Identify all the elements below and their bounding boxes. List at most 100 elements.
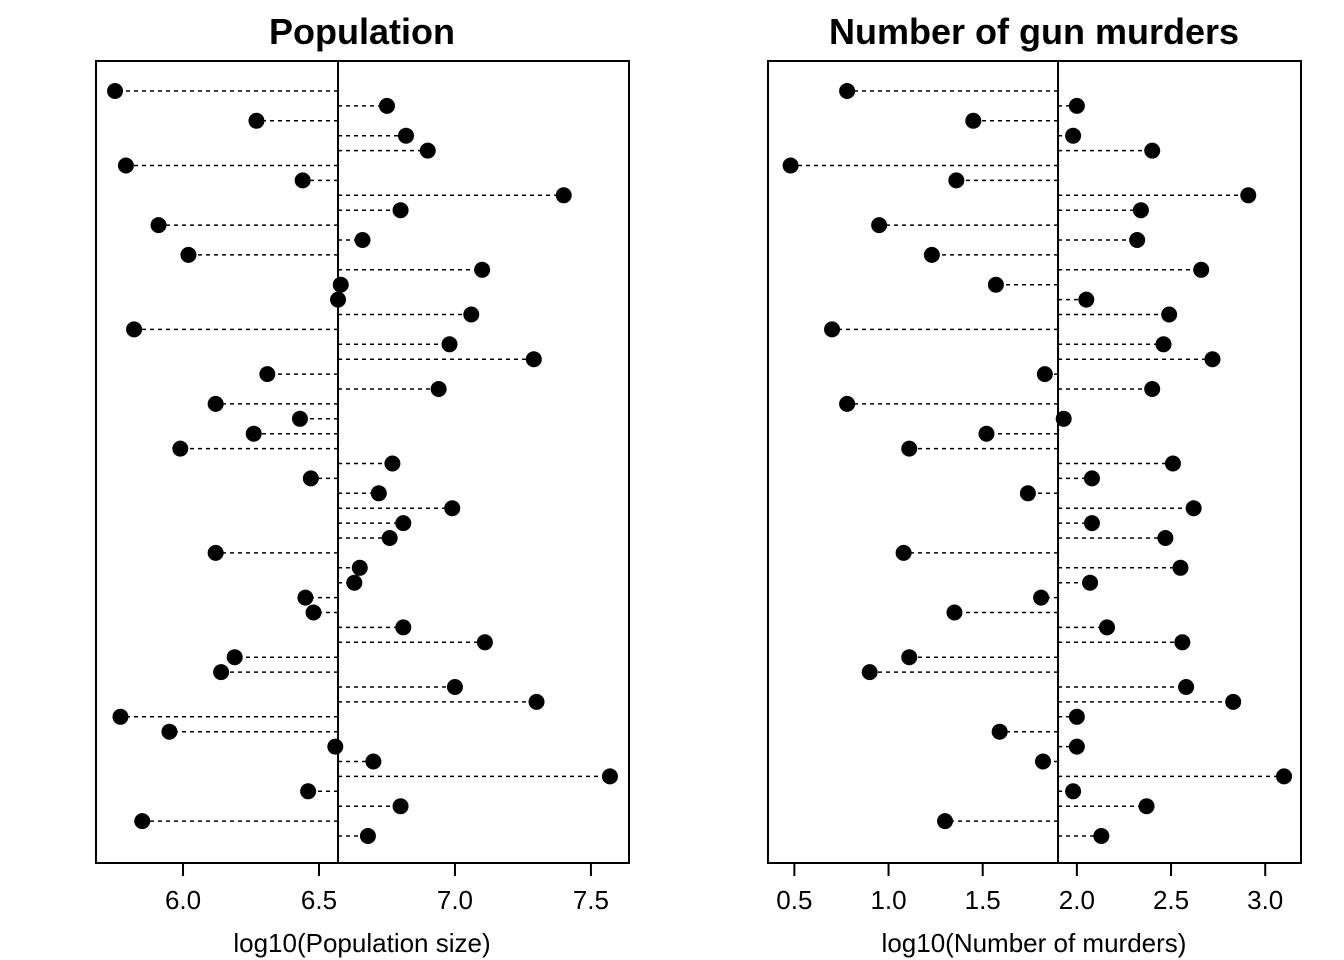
- gun-murders-point: [991, 723, 1008, 740]
- population-point: [180, 246, 197, 263]
- population-point: [161, 723, 178, 740]
- gun-murders-point: [965, 112, 982, 129]
- population-point: [207, 544, 224, 561]
- population-x-tick-label: 7.5: [573, 885, 609, 915]
- population-point: [117, 157, 134, 174]
- gun-murders-point: [839, 395, 856, 412]
- gun-murders-point: [1132, 202, 1149, 219]
- gun-murders-panel: Number of gun murders log10(Number of mu…: [767, 11, 1302, 958]
- population-point: [419, 142, 436, 159]
- gun-murders-x-tick-label: 2.5: [1153, 885, 1189, 915]
- gun-murders-point: [1068, 738, 1085, 755]
- population-x-tick-label: 7.0: [437, 885, 473, 915]
- gun-murders-point: [1155, 336, 1172, 353]
- population-point: [297, 589, 314, 606]
- population-point: [245, 425, 262, 442]
- population-point: [441, 336, 458, 353]
- gun-murders-point: [861, 664, 878, 681]
- gun-murders-point: [1068, 97, 1085, 114]
- population-point: [525, 351, 542, 368]
- gun-murders-point: [895, 544, 912, 561]
- gun-murders-point: [1174, 634, 1191, 651]
- gun-murders-point: [937, 813, 954, 830]
- population-point: [378, 97, 395, 114]
- gun-murders-point: [1178, 679, 1195, 695]
- population-point: [302, 470, 319, 487]
- gun-murders-point: [1138, 798, 1155, 815]
- gun-murders-point: [1034, 753, 1051, 770]
- gun-murders-point: [1065, 127, 1082, 144]
- gun-murders-panel-title: Number of gun murders: [829, 11, 1239, 52]
- population-point: [444, 500, 461, 517]
- gun-murders-x-axis-label: log10(Number of murders): [882, 928, 1187, 958]
- gun-murders-x-tick-label: 2.0: [1059, 885, 1095, 915]
- population-point: [446, 679, 463, 695]
- population-plot-frame: [95, 60, 630, 864]
- gun-murders-point: [901, 649, 918, 666]
- population-point: [346, 574, 363, 591]
- population-x-tick-label: 6.0: [165, 885, 201, 915]
- population-point: [107, 83, 124, 99]
- gun-murders-point: [1144, 381, 1161, 397]
- gun-murders-point: [1068, 708, 1085, 725]
- population-point: [259, 366, 276, 383]
- population-point: [381, 530, 398, 546]
- gun-murders-point: [987, 276, 1004, 293]
- gun-murders-point: [824, 321, 841, 338]
- gun-murders-point: [901, 440, 918, 457]
- population-point: [291, 410, 308, 427]
- gun-murders-point: [1225, 693, 1242, 710]
- gun-murders-point: [1082, 574, 1099, 591]
- population-point: [150, 217, 167, 234]
- population-point: [305, 604, 322, 621]
- population-point: [213, 664, 230, 681]
- gun-murders-point: [839, 83, 856, 99]
- gun-murders-plot-frame: [767, 60, 1302, 864]
- population-point: [395, 515, 412, 532]
- population-point: [555, 187, 572, 204]
- population-point: [226, 649, 243, 666]
- population-point: [330, 291, 347, 308]
- gun-murders-point: [1157, 530, 1174, 546]
- gun-murders-point: [1083, 470, 1100, 487]
- gun-murders-point: [978, 425, 995, 442]
- population-point: [294, 172, 311, 189]
- gun-murders-point: [1093, 828, 1110, 844]
- gun-murders-x-tick-label: 1.0: [870, 885, 906, 915]
- gun-murders-point: [1193, 261, 1210, 278]
- population-point: [112, 708, 129, 725]
- population-point: [126, 321, 143, 338]
- population-point: [351, 559, 368, 576]
- gun-murders-point: [1185, 500, 1202, 517]
- population-point: [392, 202, 409, 219]
- population-x-axis-label: log10(Population size): [233, 928, 490, 958]
- gun-murders-point: [1276, 768, 1293, 785]
- gun-murders-x-tick-label: 0.5: [776, 885, 812, 915]
- gun-murders-point: [948, 172, 965, 189]
- population-point: [365, 753, 382, 770]
- gun-murders-x-tick-label: 1.5: [965, 885, 1001, 915]
- population-point: [398, 127, 415, 144]
- population-point: [528, 693, 545, 710]
- population-point: [392, 798, 409, 815]
- population-point: [474, 261, 491, 278]
- population-point: [476, 634, 493, 651]
- population-point: [172, 440, 189, 457]
- gun-murders-point: [871, 217, 888, 234]
- gun-murders-x-tick-label: 3.0: [1247, 885, 1283, 915]
- population-point: [354, 232, 371, 248]
- population-point: [332, 276, 349, 293]
- gun-murders-point: [1036, 366, 1053, 383]
- population-point: [248, 112, 265, 129]
- population-panel: Population log10(Population size) 6.0 6.5…: [95, 11, 630, 958]
- gun-murders-point: [946, 604, 963, 621]
- gun-murders-point: [923, 246, 940, 263]
- population-point: [359, 828, 376, 844]
- population-point: [134, 813, 151, 830]
- gun-murders-point: [1083, 515, 1100, 532]
- population-x-tick-label: 6.5: [301, 885, 337, 915]
- population-point: [430, 381, 447, 397]
- gun-murders-point: [1019, 485, 1036, 502]
- gun-murders-point: [1078, 291, 1095, 308]
